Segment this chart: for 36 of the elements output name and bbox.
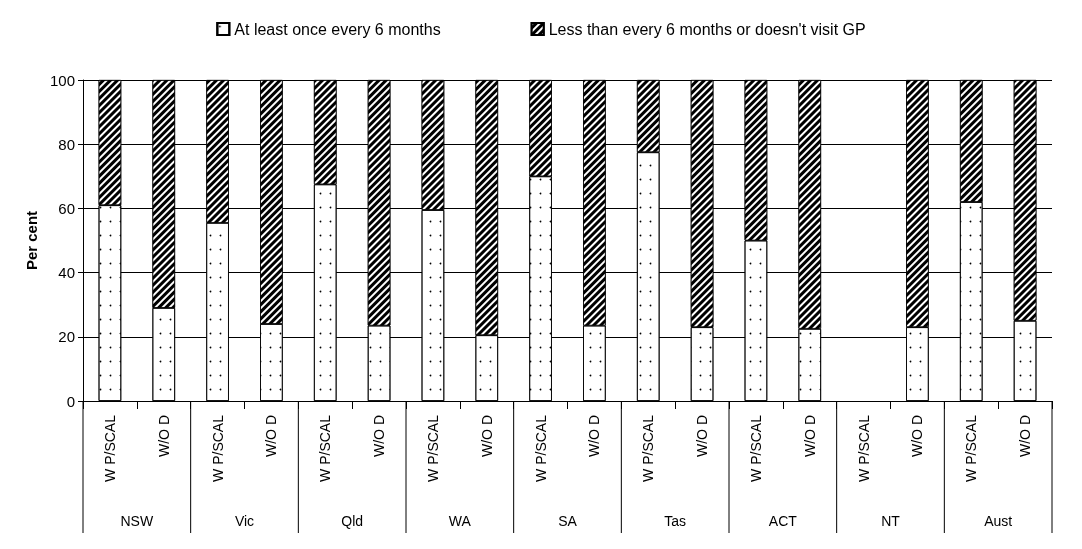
y-axis-title: Per cent bbox=[23, 210, 41, 271]
x-tick-label: W/O D bbox=[801, 415, 818, 457]
x-tick-label: W/O D bbox=[478, 415, 495, 457]
y-tick-label: 20 bbox=[58, 328, 75, 346]
x-tick-label: W P/SCAL bbox=[532, 414, 549, 482]
x-tick-label: W/O D bbox=[155, 415, 172, 457]
y-tick-label: 40 bbox=[58, 264, 75, 282]
text: NSW bbox=[120, 513, 154, 529]
y-tick-label: 0 bbox=[66, 392, 75, 410]
text: Tas bbox=[664, 513, 687, 529]
x-tick-label: W P/SCAL bbox=[963, 414, 980, 482]
x-tick-label: W P/SCAL bbox=[640, 414, 657, 482]
x-tick-label: W P/SCAL bbox=[209, 414, 226, 482]
x-tick-label: W/O D bbox=[263, 415, 280, 457]
text: Vic bbox=[234, 513, 255, 529]
x-tick-label: W P/SCAL bbox=[855, 414, 872, 482]
x-tick-label: W/O D bbox=[586, 415, 603, 457]
legend-label: Less than every 6 months or doesn't visit GP bbox=[548, 20, 866, 38]
x-tick-label: W P/SCAL bbox=[317, 414, 334, 482]
x-tick-label: W/O D bbox=[909, 415, 926, 457]
text: WA bbox=[448, 513, 472, 529]
text: NT bbox=[881, 513, 901, 529]
text: Aust bbox=[984, 513, 1013, 529]
text: ACT bbox=[768, 513, 798, 529]
x-tick-label: W P/SCAL bbox=[101, 414, 118, 482]
text: Qld bbox=[341, 513, 364, 529]
x-tick-label: W/O D bbox=[694, 415, 711, 457]
x-tick-label: W P/SCAL bbox=[424, 414, 441, 482]
legend-label: At least once every 6 months bbox=[234, 20, 441, 38]
y-tick-label: 80 bbox=[58, 135, 75, 153]
y-tick-label: 60 bbox=[58, 199, 75, 217]
text: SA bbox=[558, 513, 578, 529]
x-tick-label: W/O D bbox=[1017, 415, 1034, 457]
x-tick-label: W P/SCAL bbox=[747, 414, 764, 482]
y-tick-label: 100 bbox=[49, 71, 75, 89]
x-tick-label: W/O D bbox=[371, 415, 388, 457]
